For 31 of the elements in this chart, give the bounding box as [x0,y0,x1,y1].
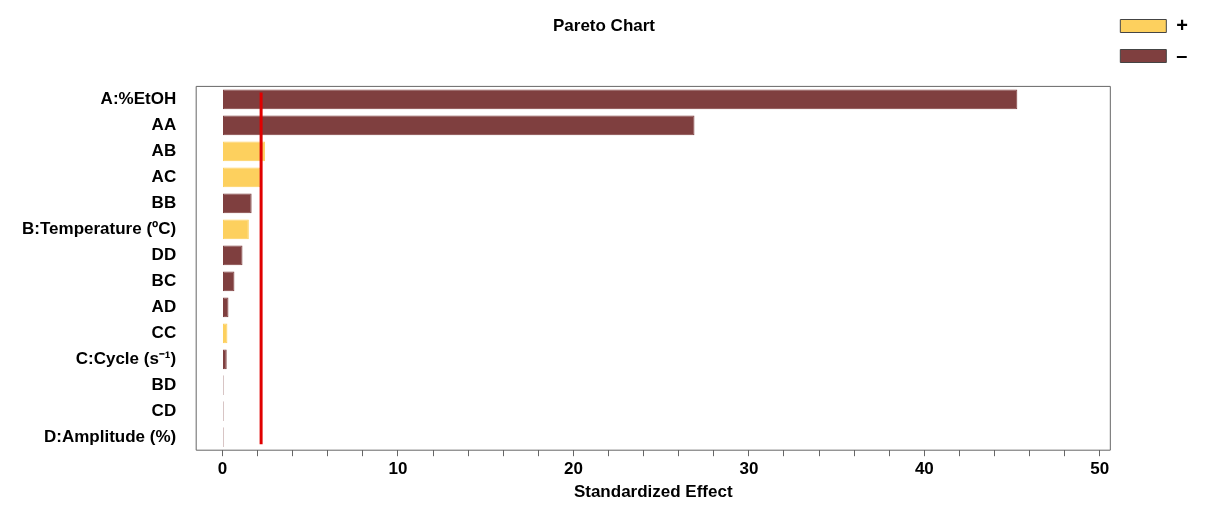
bar [223,271,235,292]
bar [223,115,695,136]
y-tick-label: BD [151,374,177,394]
y-tick-label: C:Cycle (s⁻¹) [75,348,177,368]
y-tick-label: CC [151,322,177,342]
y-tick-label: CD [151,400,177,420]
y-tick-label: BB [151,193,177,213]
y-tick-label: A:%EtOH [100,89,177,109]
bar [223,141,265,162]
x-tick-label: 0 [217,459,228,479]
y-tick-label: AD [151,296,177,316]
y-tick-label: BC [151,270,177,290]
bar [223,89,1018,110]
legend-label: + [1176,13,1189,36]
bar [223,193,252,214]
y-tick-label: AC [151,167,177,187]
y-tick-label: DD [151,244,177,264]
x-axis-title: Standardized Effect [573,482,733,502]
chart-title: Pareto Chart [552,15,656,35]
x-tick-label: 50 [1090,459,1110,479]
legend-label: – [1176,43,1188,66]
x-tick-label: 30 [739,459,759,479]
x-tick-label: 20 [563,459,583,479]
y-tick-label: B:Temperature (ºC) [22,219,177,239]
y-tick-label: AB [151,141,177,161]
bar [223,167,261,188]
x-tick-label: 10 [388,459,408,479]
x-tick-label: 40 [914,459,934,479]
bar [223,219,249,240]
y-tick-label: AA [151,115,177,135]
y-tick-label: D:Amplitude (%) [43,426,177,446]
